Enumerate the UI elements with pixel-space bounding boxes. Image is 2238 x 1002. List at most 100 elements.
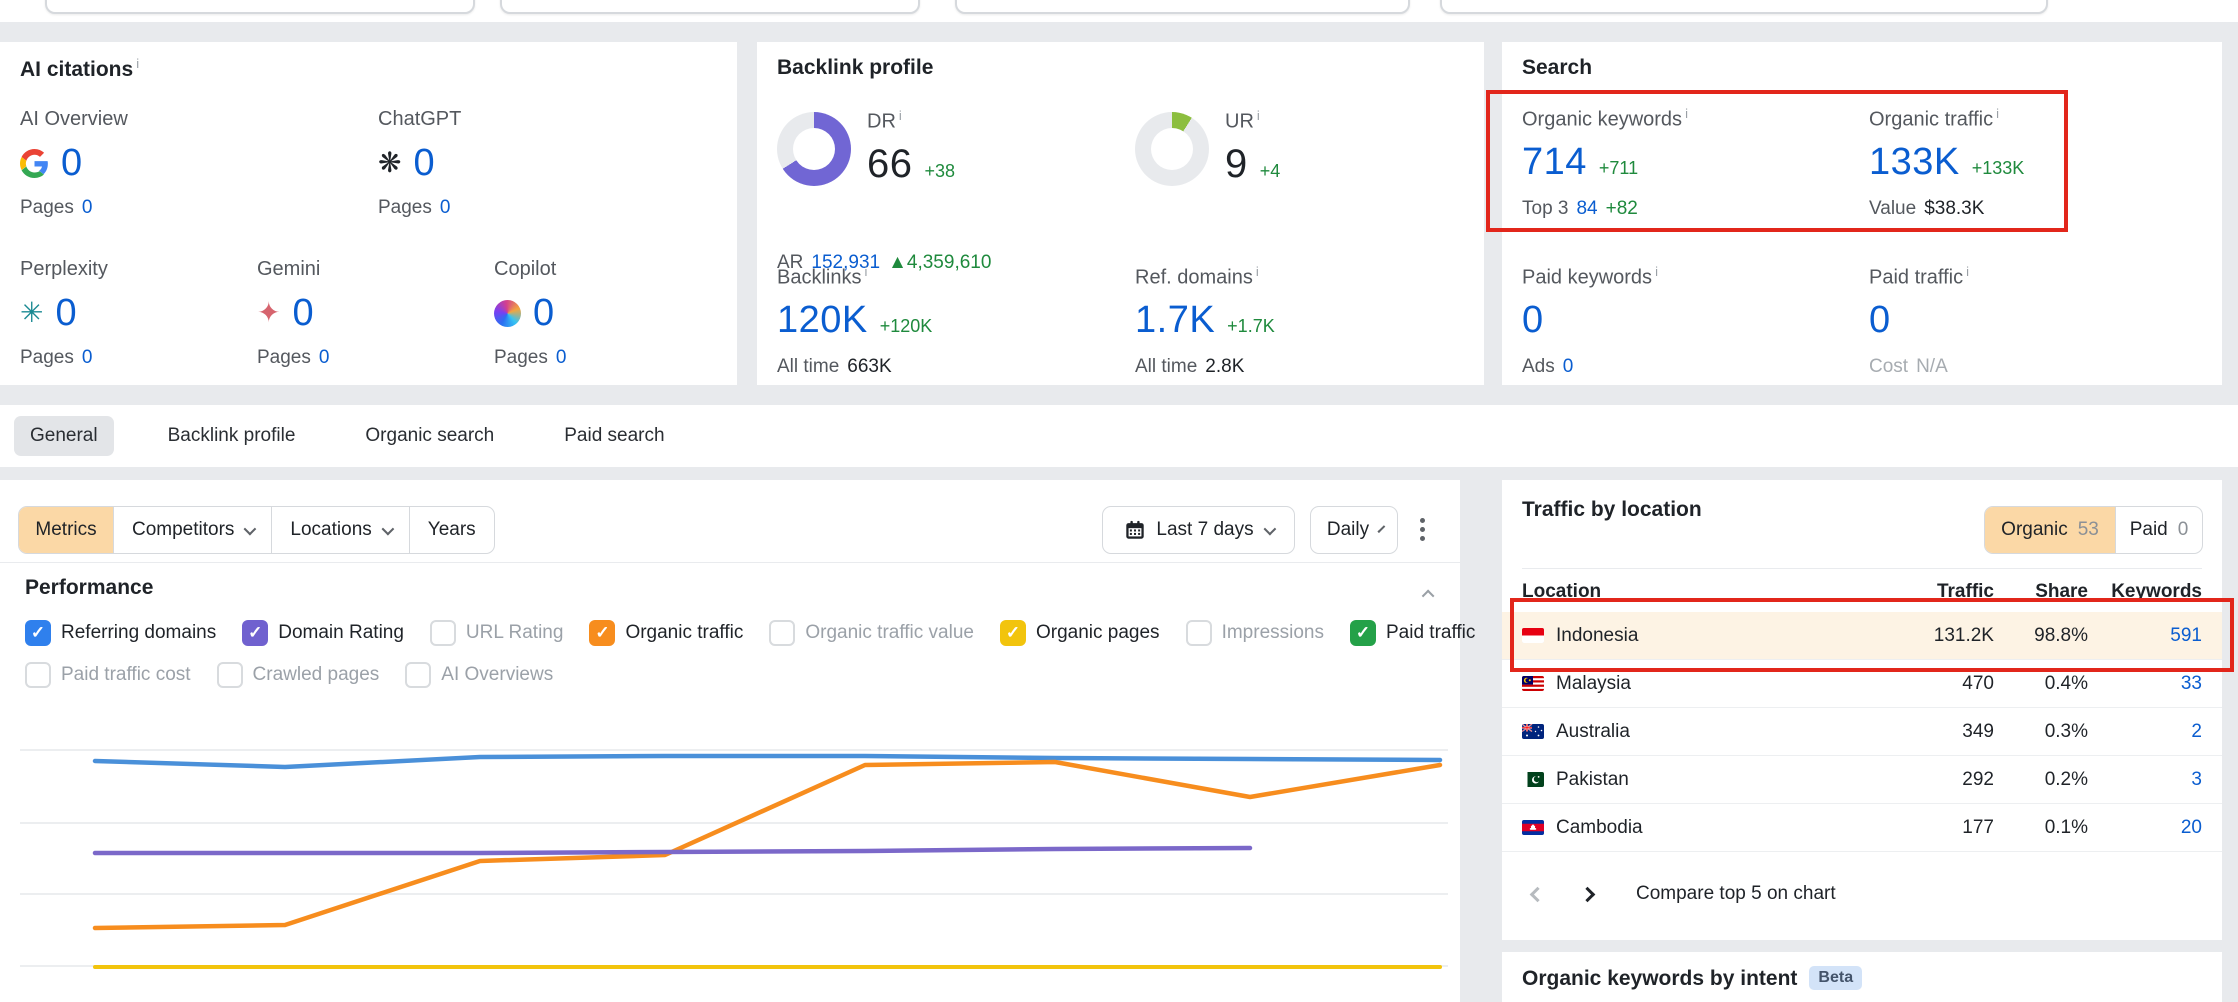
- backlink-profile-title: Backlink profile: [777, 56, 934, 79]
- beta-badge: Beta: [1809, 966, 1863, 990]
- checkbox-impressions[interactable]: Impressions: [1185, 620, 1324, 646]
- filters-group: Metrics Competitors Locations Years: [18, 506, 495, 554]
- tab-backlink-profile[interactable]: Backlink profile: [167, 425, 296, 446]
- ai-source-label: Gemini: [257, 258, 321, 280]
- dr-label: DR i: [867, 108, 902, 133]
- collapse-section-button[interactable]: [1421, 586, 1435, 604]
- search-title: Search: [1522, 56, 1593, 79]
- location-share: 0.2%: [2044, 768, 2088, 790]
- organic-paid-toggle: Organic 53 Paid 0: [1984, 506, 2203, 554]
- checkbox-paid-traffic[interactable]: ✓ Paid traffic: [1349, 620, 1475, 646]
- keywords-by-intent-card: Organic keywords by intent Beta: [1502, 952, 2222, 1002]
- ar-rank-link[interactable]: 152,931: [811, 252, 881, 273]
- top-partial-button-2[interactable]: [500, 0, 920, 14]
- location-keywords-link[interactable]: 591: [2170, 624, 2202, 646]
- top3-link[interactable]: 84: [1576, 197, 1598, 219]
- location-row-malaysia[interactable]: Malaysia 470 0.4% 33: [1502, 660, 2222, 708]
- top-partial-button-3[interactable]: [955, 0, 1410, 14]
- traffic-by-location-title: Traffic by location: [1522, 498, 1702, 521]
- locations-dropdown[interactable]: Locations: [272, 507, 410, 553]
- checkbox-referring-domains[interactable]: ✓ Referring domains: [25, 620, 216, 646]
- checkbox-label: URL Rating: [465, 622, 564, 643]
- location-row-pakistan[interactable]: Pakistan 292 0.2% 3: [1502, 756, 2222, 804]
- paid-traffic-label: Paid traffic i: [1869, 264, 1970, 289]
- location-keywords-link[interactable]: 2: [2191, 720, 2202, 742]
- checked-checkbox-icon: ✓: [25, 620, 51, 646]
- backlinks-value[interactable]: 120K: [777, 298, 868, 341]
- tab-organic-search[interactable]: Organic search: [365, 425, 495, 446]
- metrics-button[interactable]: Metrics: [19, 507, 114, 553]
- top-toolbar: [0, 0, 2238, 22]
- checkbox-organic-traffic-value[interactable]: Organic traffic value: [769, 620, 974, 646]
- granularity-dropdown[interactable]: Daily: [1310, 506, 1398, 554]
- info-icon: i: [864, 264, 868, 279]
- ai-pages-row: Pages 0: [494, 347, 567, 368]
- ads-link[interactable]: 0: [1562, 355, 1574, 377]
- location-row-indonesia[interactable]: Indonesia 131.2K 98.8% 591: [1502, 612, 2222, 660]
- location-row-australia[interactable]: Australia 349 0.3% 2: [1502, 708, 2222, 756]
- more-options-menu[interactable]: [1414, 512, 1431, 547]
- tab-paid-search[interactable]: Paid search: [564, 425, 665, 446]
- checked-checkbox-icon: ✓: [242, 620, 269, 646]
- checkbox-url-rating[interactable]: URL Rating: [429, 620, 564, 646]
- metric-checkbox-row-2: Paid traffic cost Crawled pages AI Overvie…: [25, 662, 553, 688]
- search-card: Search Organic keywords i 714 +711 Top 3 84…: [1502, 42, 2222, 385]
- ai-citations-count[interactable]: 0: [292, 291, 314, 334]
- checkbox-label: Paid traffic cost: [61, 664, 191, 685]
- location-keywords-link[interactable]: 3: [2191, 768, 2202, 790]
- ai-source-label: Perplexity: [20, 258, 108, 280]
- ai-citations-count[interactable]: 0: [413, 141, 435, 184]
- backlink-profile-card: Backlink profile DR i 66 +38 AR 152,931 ▲4…: [757, 42, 1484, 385]
- compare-top5-link[interactable]: Compare top 5 on chart: [1636, 883, 1836, 904]
- location-table-body: Indonesia 131.2K 98.8% 591 Malaysia 470 0.4% 33…: [1502, 612, 2222, 852]
- ref-domains-value[interactable]: 1.7K: [1135, 298, 1216, 341]
- top-partial-button-1[interactable]: [45, 0, 475, 14]
- next-page-button[interactable]: [1572, 879, 1602, 909]
- checkbox-paid-traffic-cost[interactable]: Paid traffic cost: [25, 662, 191, 688]
- unchecked-checkbox-icon: [1185, 620, 1212, 646]
- prev-page-button[interactable]: [1522, 879, 1552, 909]
- checkbox-crawled-pages[interactable]: Crawled pages: [216, 662, 379, 688]
- location-traffic: 292: [1962, 768, 1994, 790]
- checkbox-organic-pages[interactable]: ✓ Organic pages: [999, 620, 1160, 646]
- ai-pages-count: 0: [318, 347, 330, 368]
- location-keywords-link[interactable]: 20: [2180, 816, 2202, 838]
- ai-citation-item-perplexity: Perplexity ✳ 0 Pages 0: [20, 258, 250, 369]
- traffic-by-location-card: Traffic by location Organic 53 Paid 0 Loca…: [1502, 480, 2222, 940]
- info-icon: i: [1966, 264, 1970, 279]
- unchecked-checkbox-icon: [216, 662, 243, 688]
- unchecked-checkbox-icon: [429, 620, 456, 646]
- dr-donut-chart: [777, 112, 851, 186]
- paid-traffic-value[interactable]: 0: [1869, 298, 1891, 341]
- location-share: 0.4%: [2044, 672, 2088, 694]
- ur-label: UR i: [1225, 108, 1260, 133]
- location-keywords-link[interactable]: 33: [2180, 672, 2202, 694]
- checkbox-organic-traffic[interactable]: ✓ Organic traffic: [589, 620, 743, 646]
- checkbox-domain-rating[interactable]: ✓ Domain Rating: [242, 620, 404, 646]
- perplexity-icon: ✳: [20, 297, 44, 328]
- toggle-organic[interactable]: Organic 53: [1985, 507, 2116, 553]
- tab-general[interactable]: General: [14, 416, 114, 456]
- toggle-paid[interactable]: Paid 0: [2129, 519, 2189, 540]
- paid-keywords-value[interactable]: 0: [1522, 298, 1544, 341]
- ai-citations-count[interactable]: 0: [533, 291, 555, 334]
- ur-delta: +4: [1259, 160, 1281, 181]
- checkbox-ai-overviews[interactable]: AI Overviews: [405, 662, 553, 688]
- unchecked-checkbox-icon: [405, 662, 432, 688]
- years-button[interactable]: Years: [427, 519, 476, 540]
- date-range-dropdown[interactable]: Last 7 days: [1102, 506, 1295, 554]
- ai-citations-count[interactable]: 0: [61, 141, 83, 184]
- competitors-dropdown[interactable]: Competitors: [114, 507, 273, 553]
- checkbox-label: Referring domains: [61, 622, 217, 643]
- location-row-cambodia[interactable]: Cambodia 177 0.1% 20: [1502, 804, 2222, 852]
- ur-donut-chart: [1135, 112, 1209, 186]
- organic-traffic-value[interactable]: 133K: [1869, 140, 1960, 183]
- ai-citations-count[interactable]: 0: [55, 291, 77, 334]
- performance-line-chart[interactable]: [0, 690, 1460, 1002]
- ai-source-label: Copilot: [494, 258, 557, 280]
- top-partial-button-4[interactable]: [1440, 0, 2048, 14]
- performance-card: Metrics Competitors Locations Years Last…: [0, 480, 1475, 1002]
- organic-keywords-value[interactable]: 714: [1522, 140, 1587, 183]
- performance-title: Performance: [25, 576, 154, 599]
- chevron-down-icon: [381, 522, 395, 535]
